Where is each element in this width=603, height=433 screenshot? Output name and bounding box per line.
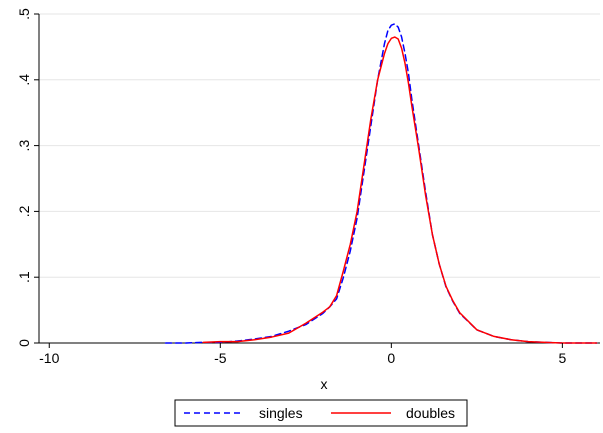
grid-layer <box>39 13 600 278</box>
x-tick-label: 5 <box>558 350 566 366</box>
x-tick-label: 0 <box>387 350 395 366</box>
ticks-layer: 0 .1 .2 .3 .4 .5 -10 -5 0 5 <box>16 8 566 366</box>
legend: singles doubles <box>174 399 468 427</box>
y-tick-label: .5 <box>16 8 32 20</box>
axes-layer <box>38 14 600 344</box>
x-axis-title: x <box>321 376 328 392</box>
y-tick-label: .1 <box>16 271 32 283</box>
y-tick-label: 0 <box>16 339 32 347</box>
series-layer <box>164 23 598 344</box>
legend-box <box>174 399 468 427</box>
y-tick-label: .2 <box>16 205 32 217</box>
legend-label-doubles: doubles <box>406 405 455 421</box>
plot-background <box>39 14 600 343</box>
y-tick-label: .4 <box>16 74 32 86</box>
y-tick-label: .3 <box>16 140 32 152</box>
series-line-doubles <box>202 36 598 344</box>
x-tick-label: -10 <box>39 350 59 366</box>
x-tick-label: -5 <box>214 350 227 366</box>
legend-label-singles: singles <box>259 405 303 421</box>
